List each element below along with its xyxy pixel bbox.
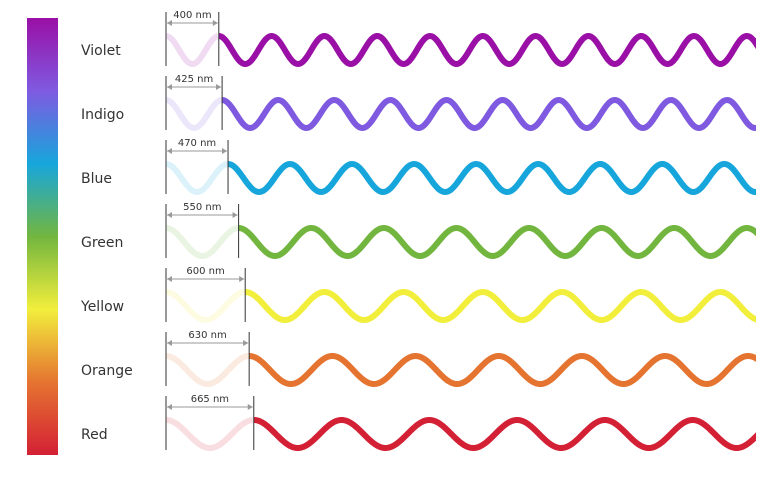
wave-period-faded [165,353,250,387]
color-name: Red [81,427,108,443]
wave-period-faded [165,33,219,67]
wave [221,96,756,132]
arrow-head [167,84,172,90]
arrow-head [212,20,218,26]
wave [245,288,756,324]
color-name: Orange [81,363,133,379]
arrow-head [167,404,172,410]
wave-period-faded [165,289,246,323]
arrow-head [222,148,228,154]
spectrum-bar [27,18,58,455]
arrow-head [167,276,172,282]
wave [227,160,756,196]
wavelength-label: 630 nm [188,330,226,341]
wavelength-label: 425 nm [175,74,213,85]
wave-period-faded [165,161,229,196]
arrow-head [167,212,172,218]
arrow-head [167,148,172,154]
wave-period-faded [165,225,239,260]
wave-period-faded [165,97,223,132]
wavelength-label: 665 nm [191,394,229,405]
wave [249,352,756,388]
color-name: Yellow [80,299,124,315]
arrow-head [216,84,222,90]
arrow-head [243,340,249,346]
arrow-head [247,404,253,410]
wave [238,224,756,260]
arrow-head [232,212,238,218]
color-name: Violet [81,43,121,59]
wave [218,32,756,68]
wavelength-label: 600 nm [186,266,224,277]
arrow-head [167,20,172,26]
wavelength-label: 550 nm [183,202,221,213]
color-name: Green [81,235,123,251]
color-name: Indigo [81,107,124,123]
arrow-head [167,340,172,346]
wavelength-label: 470 nm [178,138,216,149]
wavelength-label: 400 nm [173,10,211,21]
color-name: Blue [81,171,112,187]
wave-period-faded [165,417,254,452]
arrow-head [239,276,245,282]
wave [253,416,756,452]
